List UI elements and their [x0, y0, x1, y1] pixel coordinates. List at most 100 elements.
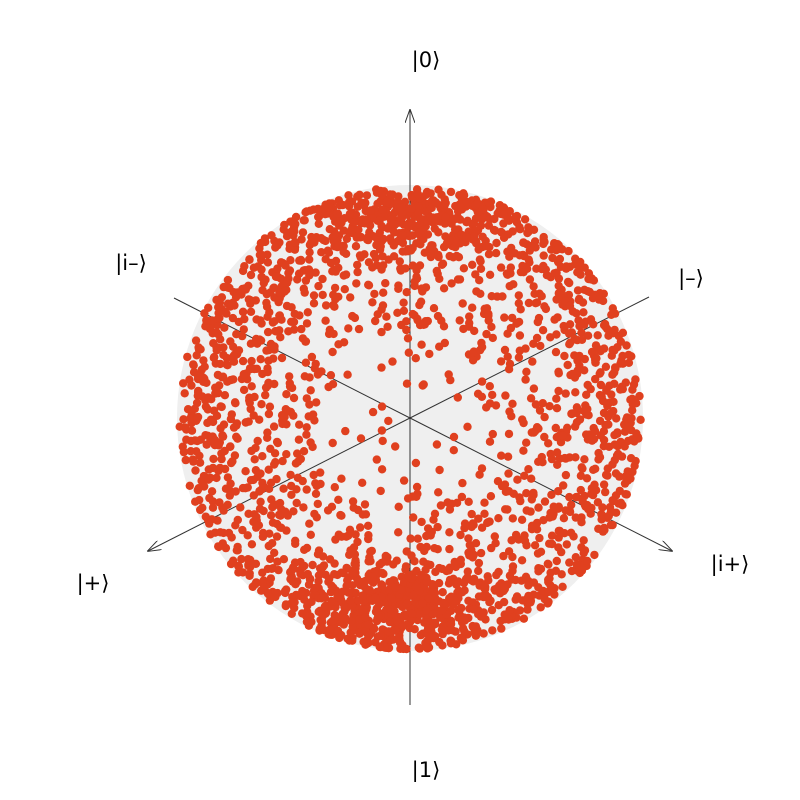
state-point: [299, 266, 308, 275]
state-point: [219, 420, 229, 429]
state-point: [321, 570, 330, 579]
state-point: [485, 399, 495, 408]
state-point: [331, 295, 340, 304]
state-point: [231, 487, 240, 496]
state-point: [591, 374, 600, 384]
state-point: [563, 360, 572, 370]
state-point: [271, 272, 281, 281]
state-point: [402, 379, 412, 388]
state-point: [291, 212, 301, 222]
state-point: [604, 511, 613, 521]
state-point: [422, 578, 431, 587]
state-point: [460, 616, 470, 625]
state-point: [180, 389, 189, 398]
state-point: [444, 579, 454, 588]
state-point: [223, 299, 233, 308]
state-point: [531, 299, 540, 308]
state-point: [291, 219, 300, 229]
state-point: [353, 260, 362, 270]
state-point: [599, 344, 609, 353]
state-point: [258, 286, 267, 295]
state-point: [599, 289, 608, 298]
state-point: [294, 435, 304, 444]
state-point: [229, 556, 238, 565]
state-point: [334, 495, 343, 504]
state-point: [363, 619, 373, 629]
state-point: [218, 432, 228, 441]
state-point: [310, 238, 319, 247]
state-point: [384, 255, 393, 264]
state-point: [584, 505, 593, 514]
state-point: [366, 206, 375, 215]
state-point: [355, 251, 365, 260]
state-point: [571, 553, 580, 562]
state-point: [549, 502, 558, 511]
state-point: [220, 323, 229, 332]
state-point: [555, 526, 564, 536]
state-point: [342, 234, 352, 243]
state-point: [596, 380, 606, 390]
state-point: [377, 363, 386, 372]
state-point: [594, 295, 604, 304]
state-point: [375, 600, 384, 609]
state-point: [256, 316, 265, 325]
state-point: [478, 205, 488, 214]
state-point: [233, 515, 242, 525]
state-point: [361, 215, 371, 224]
state-point: [435, 342, 444, 351]
state-point: [488, 333, 497, 343]
state-point: [395, 257, 404, 266]
state-point: [597, 392, 606, 402]
state-point: [320, 602, 329, 611]
state-point: [494, 514, 503, 523]
state-point: [297, 324, 306, 334]
state-point: [453, 393, 462, 402]
state-point: [310, 416, 319, 425]
state-point: [299, 284, 308, 293]
state-point: [394, 284, 403, 293]
state-point: [330, 302, 339, 311]
label-ket-i-plus: |i+⟩: [711, 552, 750, 577]
state-point: [341, 614, 350, 623]
state-point: [567, 328, 576, 337]
state-point: [627, 352, 636, 361]
state-point: [476, 289, 485, 298]
state-point: [542, 271, 552, 280]
state-point: [477, 392, 487, 401]
state-point: [504, 547, 514, 556]
state-point: [530, 541, 540, 550]
state-point: [608, 304, 617, 313]
state-point: [530, 289, 539, 298]
state-point: [301, 208, 310, 217]
state-point: [264, 465, 273, 474]
state-point: [485, 517, 494, 526]
state-point: [534, 457, 543, 466]
state-point: [609, 397, 618, 406]
state-point: [437, 625, 447, 635]
state-point: [354, 576, 363, 586]
state-point: [278, 456, 287, 466]
state-point: [347, 225, 356, 234]
state-point: [431, 198, 441, 207]
state-point: [419, 225, 428, 235]
state-point: [484, 250, 494, 259]
state-point: [593, 331, 602, 340]
state-point: [318, 552, 328, 561]
state-point: [471, 628, 480, 637]
state-point: [599, 435, 609, 445]
state-point: [575, 351, 584, 361]
state-point: [404, 348, 413, 357]
state-point: [599, 427, 609, 436]
state-point: [535, 406, 545, 415]
state-point: [608, 520, 617, 530]
state-point: [365, 586, 375, 595]
state-point: [515, 331, 525, 340]
state-point: [229, 351, 238, 361]
state-point: [215, 313, 224, 323]
state-point: [382, 197, 391, 207]
state-point: [325, 625, 335, 634]
state-point: [300, 372, 309, 381]
state-point: [588, 490, 598, 500]
state-point: [247, 540, 257, 549]
state-point: [356, 523, 365, 532]
